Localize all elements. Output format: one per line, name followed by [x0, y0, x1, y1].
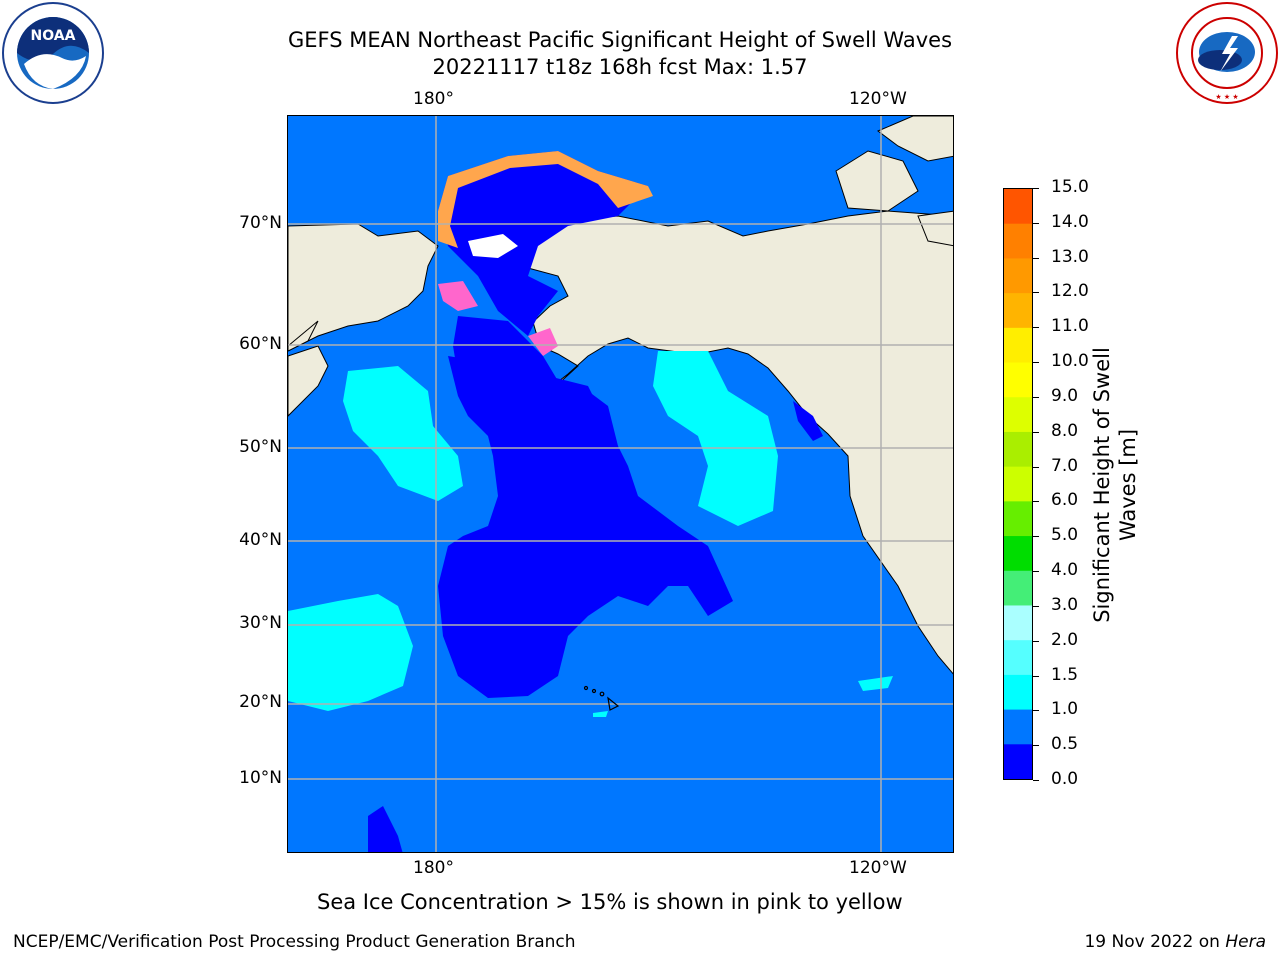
lat-label-70n: 70°N	[239, 213, 282, 233]
colorbar-segment	[1004, 744, 1032, 780]
colorbar-tick-label: 10.0	[1051, 351, 1089, 372]
swell-patch-southwest	[288, 594, 413, 711]
land-arctic-island	[835, 150, 919, 212]
colorbar-tick-label: 12.0	[1051, 281, 1089, 302]
map-canvas	[288, 116, 953, 852]
colorbar-segment	[1004, 570, 1032, 606]
colorbar-tick-mark	[1033, 536, 1039, 538]
lat-label-30n: 30°N	[239, 613, 282, 633]
lon-label-top-120w: 120°W	[849, 89, 907, 109]
land-arctic-island	[877, 116, 953, 162]
colorbar-tick-mark	[1033, 362, 1039, 364]
colorbar	[1003, 188, 1033, 780]
colorbar-tick-mark	[1033, 710, 1039, 712]
colorbar-tick-label: 1.0	[1051, 699, 1079, 720]
colorbar-tick-label: 6.0	[1051, 490, 1079, 511]
land-alaska-canada	[477, 210, 953, 675]
colorbar-tick-mark	[1033, 431, 1039, 433]
colorbar-tick-label: 9.0	[1051, 385, 1079, 406]
colorbar-tick-mark	[1033, 292, 1039, 294]
colorbar-tick-label: 4.0	[1051, 560, 1079, 581]
ocean-arctic	[438, 151, 648, 336]
lon-label-bottom-120w: 120°W	[849, 858, 907, 878]
sea-ice-note: Sea Ice Concentration > 15% is shown in …	[317, 890, 903, 914]
colorbar-segment	[1004, 431, 1032, 468]
sea-ice-edge	[438, 151, 653, 248]
swell-patch-west	[343, 366, 463, 501]
colorbar-tick-label: 2.0	[1051, 629, 1079, 650]
lat-label-10n: 10°N	[239, 768, 282, 788]
colorbar-tick-mark	[1033, 571, 1039, 573]
colorbar-segment	[1004, 223, 1032, 259]
footer-right: 19 Nov 2022 on Hera	[1084, 932, 1266, 952]
colorbar-tick-mark	[1033, 675, 1039, 677]
lat-label-50n: 50°N	[239, 437, 282, 457]
land-siberia	[288, 223, 439, 352]
colorbar-segment	[1004, 293, 1032, 329]
colorbar-segment	[1004, 501, 1032, 537]
colorbar-segment	[1004, 674, 1032, 711]
colorbar-tick-mark	[1033, 605, 1039, 607]
colorbar-tick-label: 15.0	[1051, 177, 1089, 197]
sea-ice-pink	[438, 281, 478, 311]
colorbar-tick-label: 14.0	[1051, 211, 1089, 232]
colorbar-segment	[1004, 258, 1032, 294]
colorbar-segment	[1004, 709, 1032, 745]
colorbar-segment	[1004, 362, 1032, 398]
land-kamchatka	[288, 345, 329, 417]
colorbar-segment	[1004, 327, 1032, 364]
colorbar-title-line1: Significant Height of Swell	[1090, 347, 1114, 623]
lon-label-top-180: 180°	[413, 89, 454, 109]
colorbar-tick-mark	[1033, 780, 1039, 781]
colorbar-tick-mark	[1033, 745, 1039, 747]
colorbar-segment	[1004, 189, 1032, 225]
lat-label-40n: 40°N	[239, 530, 282, 550]
hawaii-islands	[583, 685, 620, 711]
colorbar-tick-mark	[1033, 327, 1039, 329]
colorbar-segment	[1004, 397, 1032, 433]
lat-label-60n: 60°N	[239, 334, 282, 354]
lon-label-bottom-180: 180°	[413, 858, 454, 878]
colorbar-tick-label: 8.0	[1051, 420, 1079, 441]
colorbar-segment	[1004, 640, 1032, 676]
chart-subtitle: 20221117 t18z 168h fcst Max: 1.57	[432, 55, 808, 79]
footer-left: NCEP/EMC/Verification Post Processing Pr…	[13, 932, 576, 952]
noaa-logo: NOAA	[2, 2, 104, 104]
colorbar-tick-mark	[1033, 396, 1039, 398]
footer-host: Hera	[1225, 932, 1266, 952]
map-panel	[287, 115, 954, 853]
sea-ice-white	[468, 234, 518, 258]
graticule	[288, 116, 953, 852]
colorbar-segment	[1004, 466, 1032, 502]
swell-patch-east	[653, 351, 778, 526]
ocean-low-swell-south	[368, 806, 403, 852]
colorbar-tick-label: 3.0	[1051, 594, 1079, 615]
colorbar-tick-mark	[1033, 222, 1039, 224]
colorbar-title-line2: Waves [m]	[1116, 428, 1140, 542]
colorbar-tick-mark	[1033, 188, 1039, 189]
colorbar-tick-label: 0.0	[1051, 769, 1079, 789]
colorbar-title: Significant Height of Swell Waves [m]	[1089, 347, 1141, 623]
noaa-logo-text: NOAA	[31, 28, 76, 44]
colorbar-tick-mark	[1033, 640, 1039, 642]
colorbar-tick-label: 11.0	[1051, 316, 1089, 337]
colorbar-tick-mark	[1033, 466, 1039, 468]
colorbar-segment	[1004, 605, 1032, 641]
colorbar-tick-mark	[1033, 257, 1039, 259]
lat-label-20n: 20°N	[239, 692, 282, 712]
footer-date: 19 Nov 2022 on	[1084, 932, 1226, 952]
colorbar-tick-label: 0.5	[1051, 734, 1079, 755]
colorbar-tick-label: 13.0	[1051, 246, 1089, 267]
svg-text:★ ★ ★: ★ ★ ★	[1215, 93, 1238, 101]
colorbar-segment	[1004, 536, 1032, 572]
colorbar-tick-label: 5.0	[1051, 525, 1079, 546]
colorbar-ticks: 15.0 14.0 13.0 12.0 11.0 10.0 9.0 8.0 7.0 6.0 5.0 4…	[1033, 0, 1113, 960]
ocean-low-swell	[438, 356, 733, 698]
nws-logo: ★ ★ ★	[1176, 2, 1278, 104]
chart-title: GEFS MEAN Northeast Pacific Significant …	[287, 28, 953, 52]
colorbar-tick-mark	[1033, 501, 1039, 503]
colorbar-tick-label: 7.0	[1051, 455, 1079, 476]
colorbar-tick-label: 1.5	[1051, 664, 1079, 685]
